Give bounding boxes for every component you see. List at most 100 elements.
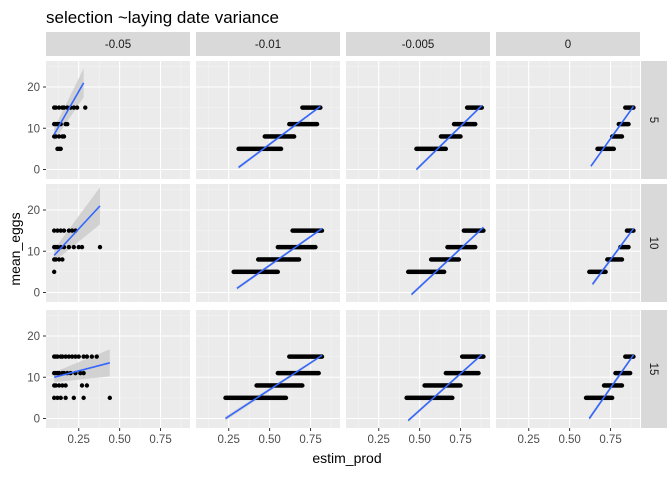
data-point <box>61 105 67 110</box>
data-point <box>53 257 59 262</box>
data-point <box>473 121 478 127</box>
data-point <box>56 257 62 262</box>
data-point <box>300 383 305 388</box>
panel-background <box>496 61 640 179</box>
data-point <box>51 395 57 401</box>
data-point <box>71 105 77 110</box>
data-point <box>458 134 463 139</box>
data-point <box>61 134 67 139</box>
data-point <box>61 228 67 233</box>
y-tick-label: 20 <box>27 82 40 94</box>
data-point <box>63 395 68 401</box>
x-tick-label: 0.25 <box>68 434 90 446</box>
facet-strip-col <box>346 32 490 56</box>
data-point <box>481 354 486 359</box>
facet-col-label: -0.05 <box>105 39 131 51</box>
data-point <box>60 383 65 388</box>
facet-strips: -0.05 -0.01 -0.005 0 5 10 15 <box>46 32 667 428</box>
data-point <box>107 395 113 401</box>
fit-line <box>407 353 483 422</box>
y-tick-label: 10 <box>27 123 40 135</box>
data-point <box>79 383 85 388</box>
data-point <box>83 105 88 110</box>
data-point <box>58 395 63 401</box>
data-point <box>58 146 63 152</box>
data-point <box>619 383 625 388</box>
panel-background <box>496 310 640 428</box>
fit-line <box>415 104 483 171</box>
data-point <box>73 354 78 359</box>
x-tick-label: 0.50 <box>258 434 280 446</box>
fit-line <box>225 354 323 420</box>
facet-strip-col <box>496 32 640 56</box>
x-tick-label: 0.75 <box>599 434 621 446</box>
data-point <box>81 395 86 401</box>
data-point <box>58 228 63 233</box>
panel-background <box>196 310 340 428</box>
facet-strip-col <box>46 32 190 56</box>
data-point <box>76 244 81 250</box>
facet-panel <box>496 184 640 302</box>
facet-row-label: 5 <box>647 117 659 123</box>
data-point <box>291 134 297 139</box>
data-point <box>65 121 70 127</box>
y-tick-label: 0 <box>34 414 40 426</box>
facet-strip-row <box>641 61 667 179</box>
data-point <box>71 395 77 401</box>
facet-panel <box>496 61 640 179</box>
data-point <box>84 383 90 388</box>
data-point <box>74 105 80 110</box>
facet-col-label: -0.005 <box>402 39 435 51</box>
data-point <box>81 370 86 376</box>
panel-background <box>46 61 190 179</box>
data-point <box>476 370 481 376</box>
data-point <box>53 105 59 110</box>
data-point <box>55 244 60 250</box>
panel-background <box>196 61 340 179</box>
fit-line <box>590 105 635 167</box>
data-point <box>84 354 90 359</box>
facet-panel <box>46 61 190 179</box>
fit-line <box>236 227 323 290</box>
x-tick-label: 0.75 <box>149 434 171 446</box>
data-point <box>60 257 65 262</box>
data-point <box>69 354 75 359</box>
data-point <box>56 134 62 139</box>
facet-panel <box>346 61 490 179</box>
data-point <box>51 269 57 275</box>
data-point <box>481 228 486 233</box>
axes: 0 10 20 0 10 20 0 10 20 0.25 0.50 0.75 0.25 0.50 0.75 0… <box>27 82 622 446</box>
data-point <box>296 257 302 262</box>
facet-panel <box>196 61 340 179</box>
x-tick-label: 0.25 <box>518 434 540 446</box>
y-tick-label: 20 <box>27 331 40 343</box>
data-point <box>450 395 455 401</box>
fit-line <box>588 354 635 419</box>
data-point <box>603 269 608 275</box>
x-tick-label: 0.50 <box>408 434 430 446</box>
data-point <box>63 383 68 388</box>
facet-panel <box>196 184 340 302</box>
data-point <box>283 395 289 401</box>
x-tick-label: 0.25 <box>218 434 240 446</box>
data-point <box>275 269 281 275</box>
data-point <box>443 146 449 152</box>
y-tick-label: 10 <box>27 372 40 384</box>
data-point <box>609 395 615 401</box>
chart-title: selection ~laying date variance <box>46 8 279 27</box>
data-point <box>611 146 617 152</box>
data-point <box>458 383 463 388</box>
data-point <box>626 244 631 250</box>
fit-line <box>53 205 101 256</box>
facet-panel <box>46 310 190 428</box>
data-point <box>60 354 65 359</box>
y-tick-label: 0 <box>34 288 40 300</box>
data-point <box>89 354 95 359</box>
data-point <box>94 354 99 359</box>
fit-line <box>591 228 635 285</box>
data-point <box>473 244 478 250</box>
y-tick-label: 20 <box>27 205 40 217</box>
data-point <box>314 121 320 127</box>
y-tick-label: 10 <box>27 246 40 258</box>
data-point <box>79 244 85 250</box>
